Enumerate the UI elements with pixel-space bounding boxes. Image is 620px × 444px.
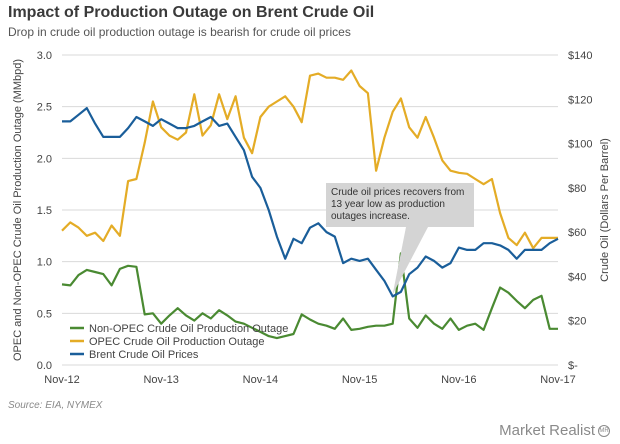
right-tick-label: $60 <box>568 227 586 239</box>
annotation-box <box>326 183 474 227</box>
right-axis-title: Crude Oil (Dollars Per Barrel) <box>599 138 611 282</box>
annotation-text-line: outages increase. <box>331 211 410 222</box>
series-line-3 <box>62 106 559 298</box>
x-tick-label: Nov-13 <box>143 374 178 386</box>
brand-name: Market Realist <box>499 422 595 439</box>
left-tick-label: 0.5 <box>37 308 52 320</box>
source-note: Source: EIA, NYMEX <box>8 400 103 411</box>
right-tick-label: $80 <box>568 183 586 195</box>
left-axis-title: OPEC and Non-OPEC Crude Oil Production O… <box>12 59 24 361</box>
legend-label: OPEC Crude Oil Production Outage <box>89 336 264 348</box>
x-tick-label: Nov-17 <box>540 374 575 386</box>
x-tick-label: Nov-16 <box>441 374 476 386</box>
series-line-2 <box>61 69 558 250</box>
series-line-1 <box>61 252 558 340</box>
brand-mark-icon: MR <box>598 425 610 438</box>
chart-title: Impact of Production Outage on Brent Cru… <box>8 4 375 21</box>
right-tick-label: $40 <box>568 271 586 283</box>
left-tick-label: 3.0 <box>37 50 52 62</box>
left-tick-label: 1.0 <box>37 257 52 269</box>
right-tick-label: $20 <box>568 316 586 328</box>
x-tick-label: Nov-12 <box>44 374 79 386</box>
x-tick-label: Nov-15 <box>342 374 377 386</box>
left-tick-label: 1.5 <box>37 205 52 217</box>
legend-label: Non-OPEC Crude Oil Production Outage <box>89 323 288 335</box>
left-tick-label: 0.0 <box>37 360 52 372</box>
right-tick-label: $120 <box>568 94 592 106</box>
x-tick-label: Nov-14 <box>243 374 278 386</box>
left-tick-label: 2.5 <box>37 102 52 114</box>
annotation-text-line: Crude oil prices recovers from <box>331 187 464 198</box>
left-tick-label: 2.0 <box>37 153 52 165</box>
right-tick-label: $100 <box>568 139 592 151</box>
brand-logo: Market Realist MR <box>499 422 610 439</box>
annotation-pointer <box>392 227 428 295</box>
chart-subtitle: Drop in crude oil production outage is b… <box>8 25 351 39</box>
legend-label: Brent Crude Oil Prices <box>89 349 199 361</box>
right-tick-label: $140 <box>568 50 592 62</box>
right-tick-label: $- <box>568 360 578 372</box>
annotation-text-line: 13 year low as production <box>331 199 445 210</box>
